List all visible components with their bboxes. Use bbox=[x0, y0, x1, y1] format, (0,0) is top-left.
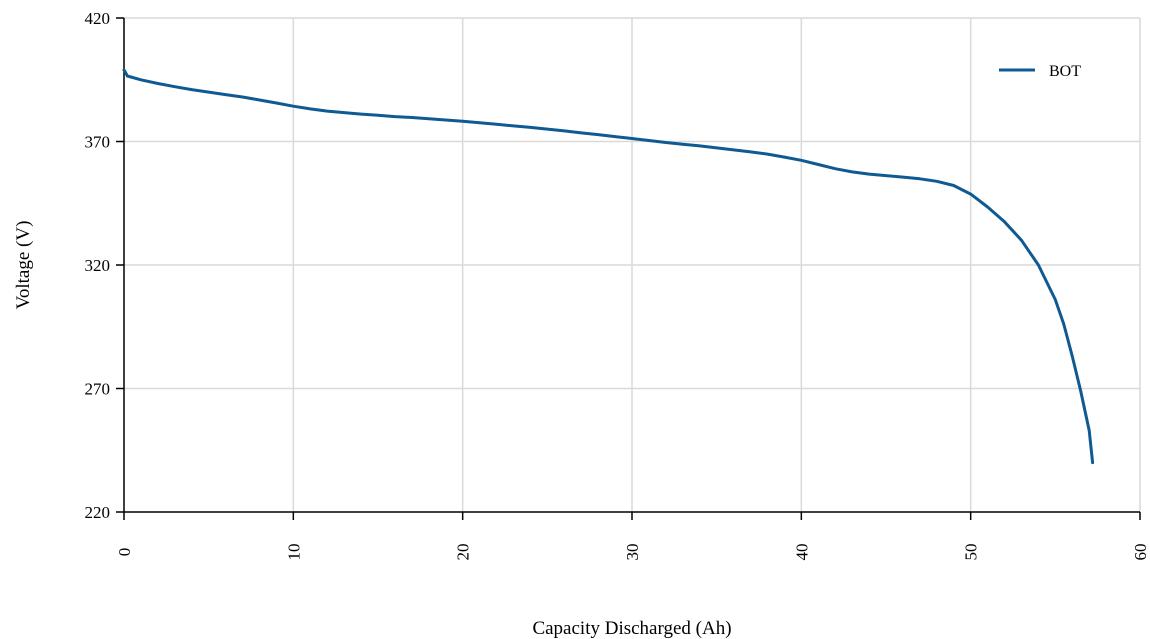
legend: BOT bbox=[999, 63, 1081, 80]
y-tick-label: 270 bbox=[85, 380, 111, 399]
y-tick-label: 420 bbox=[85, 9, 111, 28]
x-tick-label: 10 bbox=[284, 544, 303, 561]
y-tick-label: 370 bbox=[85, 133, 111, 152]
series-line-bot bbox=[122, 68, 1095, 465]
x-tick-label: 30 bbox=[623, 544, 642, 561]
y-axis-title: Voltage (V) bbox=[13, 221, 34, 310]
x-tick-label: 50 bbox=[962, 544, 981, 561]
y-tick-label: 320 bbox=[85, 256, 111, 275]
x-tick-label: 40 bbox=[792, 544, 811, 561]
legend-label-bot: BOT bbox=[1049, 63, 1081, 80]
series-layer bbox=[122, 68, 1095, 465]
y-tick-label: 220 bbox=[85, 503, 111, 522]
x-tick-label: 0 bbox=[115, 548, 134, 557]
ticks-layer: 220 270 320 370 420 0 10 20 30 40 50 60 bbox=[85, 9, 1150, 561]
grid-layer bbox=[124, 17, 1141, 512]
x-axis-title: Capacity Discharged (Ah) bbox=[532, 618, 731, 639]
x-tick-label: 20 bbox=[454, 544, 473, 561]
x-tick-label: 60 bbox=[1131, 544, 1150, 561]
